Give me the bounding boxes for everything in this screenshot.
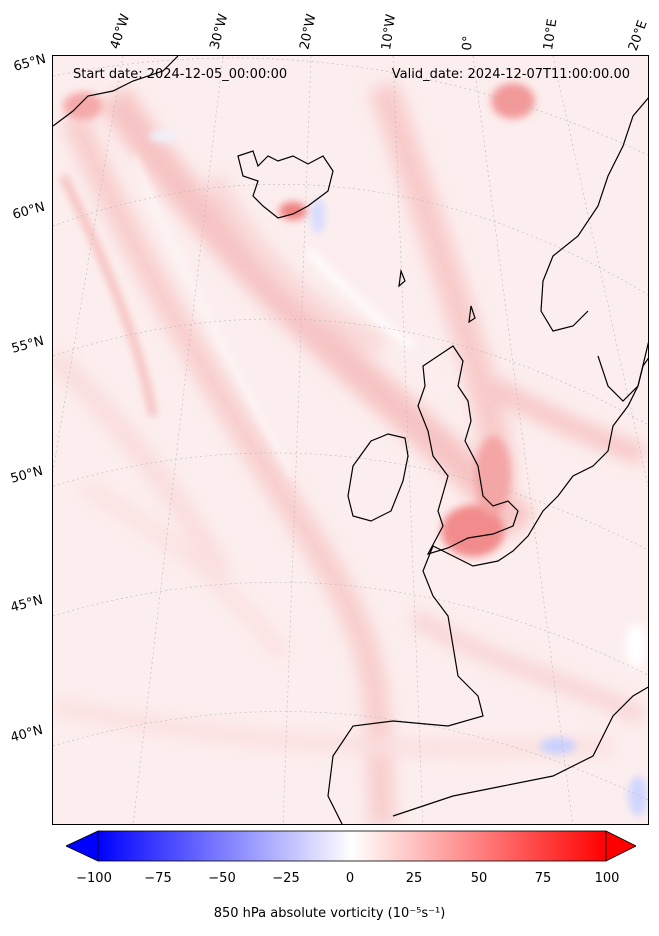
lat-label-45n: 45°N (9, 592, 45, 616)
coastlines (53, 56, 648, 824)
valid-date-label: Valid_date: 2024-12-07T11:00:00.00 (391, 67, 630, 82)
lat-label-55n: 55°N (10, 333, 46, 357)
colorbar-tick-25: 25 (405, 871, 423, 886)
lat-label-50n: 50°N (9, 463, 45, 487)
colorbar-tick-neg50: −50 (208, 871, 236, 886)
lon-label-30w: 30°W (207, 12, 232, 51)
start-date-label: Start date: 2024-12-05_00:00:00 (73, 67, 288, 82)
lon-label-10e: 10°E (541, 17, 561, 51)
lon-label-20w: 20°W (297, 12, 320, 51)
colorbar-tick-neg100: −100 (76, 871, 112, 886)
lat-label-65n: 65°N (12, 51, 48, 75)
colorbar-label: 850 hPa absolute vorticity (10⁻⁵s⁻¹) (213, 906, 446, 921)
colorbar-gradient (97, 830, 607, 862)
lon-label-0: 0° (460, 35, 477, 51)
colorbar-tick-75: 75 (534, 871, 552, 886)
lon-label-10w: 10°W (379, 13, 399, 51)
vorticity-map-panel: Start date: 2024-12-05_00:00:00 Valid_da… (52, 55, 649, 825)
colorbar-tick-100: 100 (594, 871, 620, 886)
lon-label-20e: 20°E (625, 18, 651, 53)
colorbar-tick-50: 50 (470, 871, 488, 886)
colorbar-min-extend (66, 830, 99, 862)
vorticity-field (53, 56, 648, 824)
colorbar-tick-neg25: −25 (272, 871, 300, 886)
colorbar (66, 830, 636, 862)
lat-label-60n: 60°N (11, 199, 47, 223)
colorbar-tick-0: 0 (345, 871, 355, 886)
lat-label-40n: 40°N (9, 722, 45, 746)
colorbar-tick-neg75: −75 (144, 871, 172, 886)
lon-label-40w: 40°W (107, 12, 134, 51)
colorbar-max-extend (605, 830, 636, 862)
